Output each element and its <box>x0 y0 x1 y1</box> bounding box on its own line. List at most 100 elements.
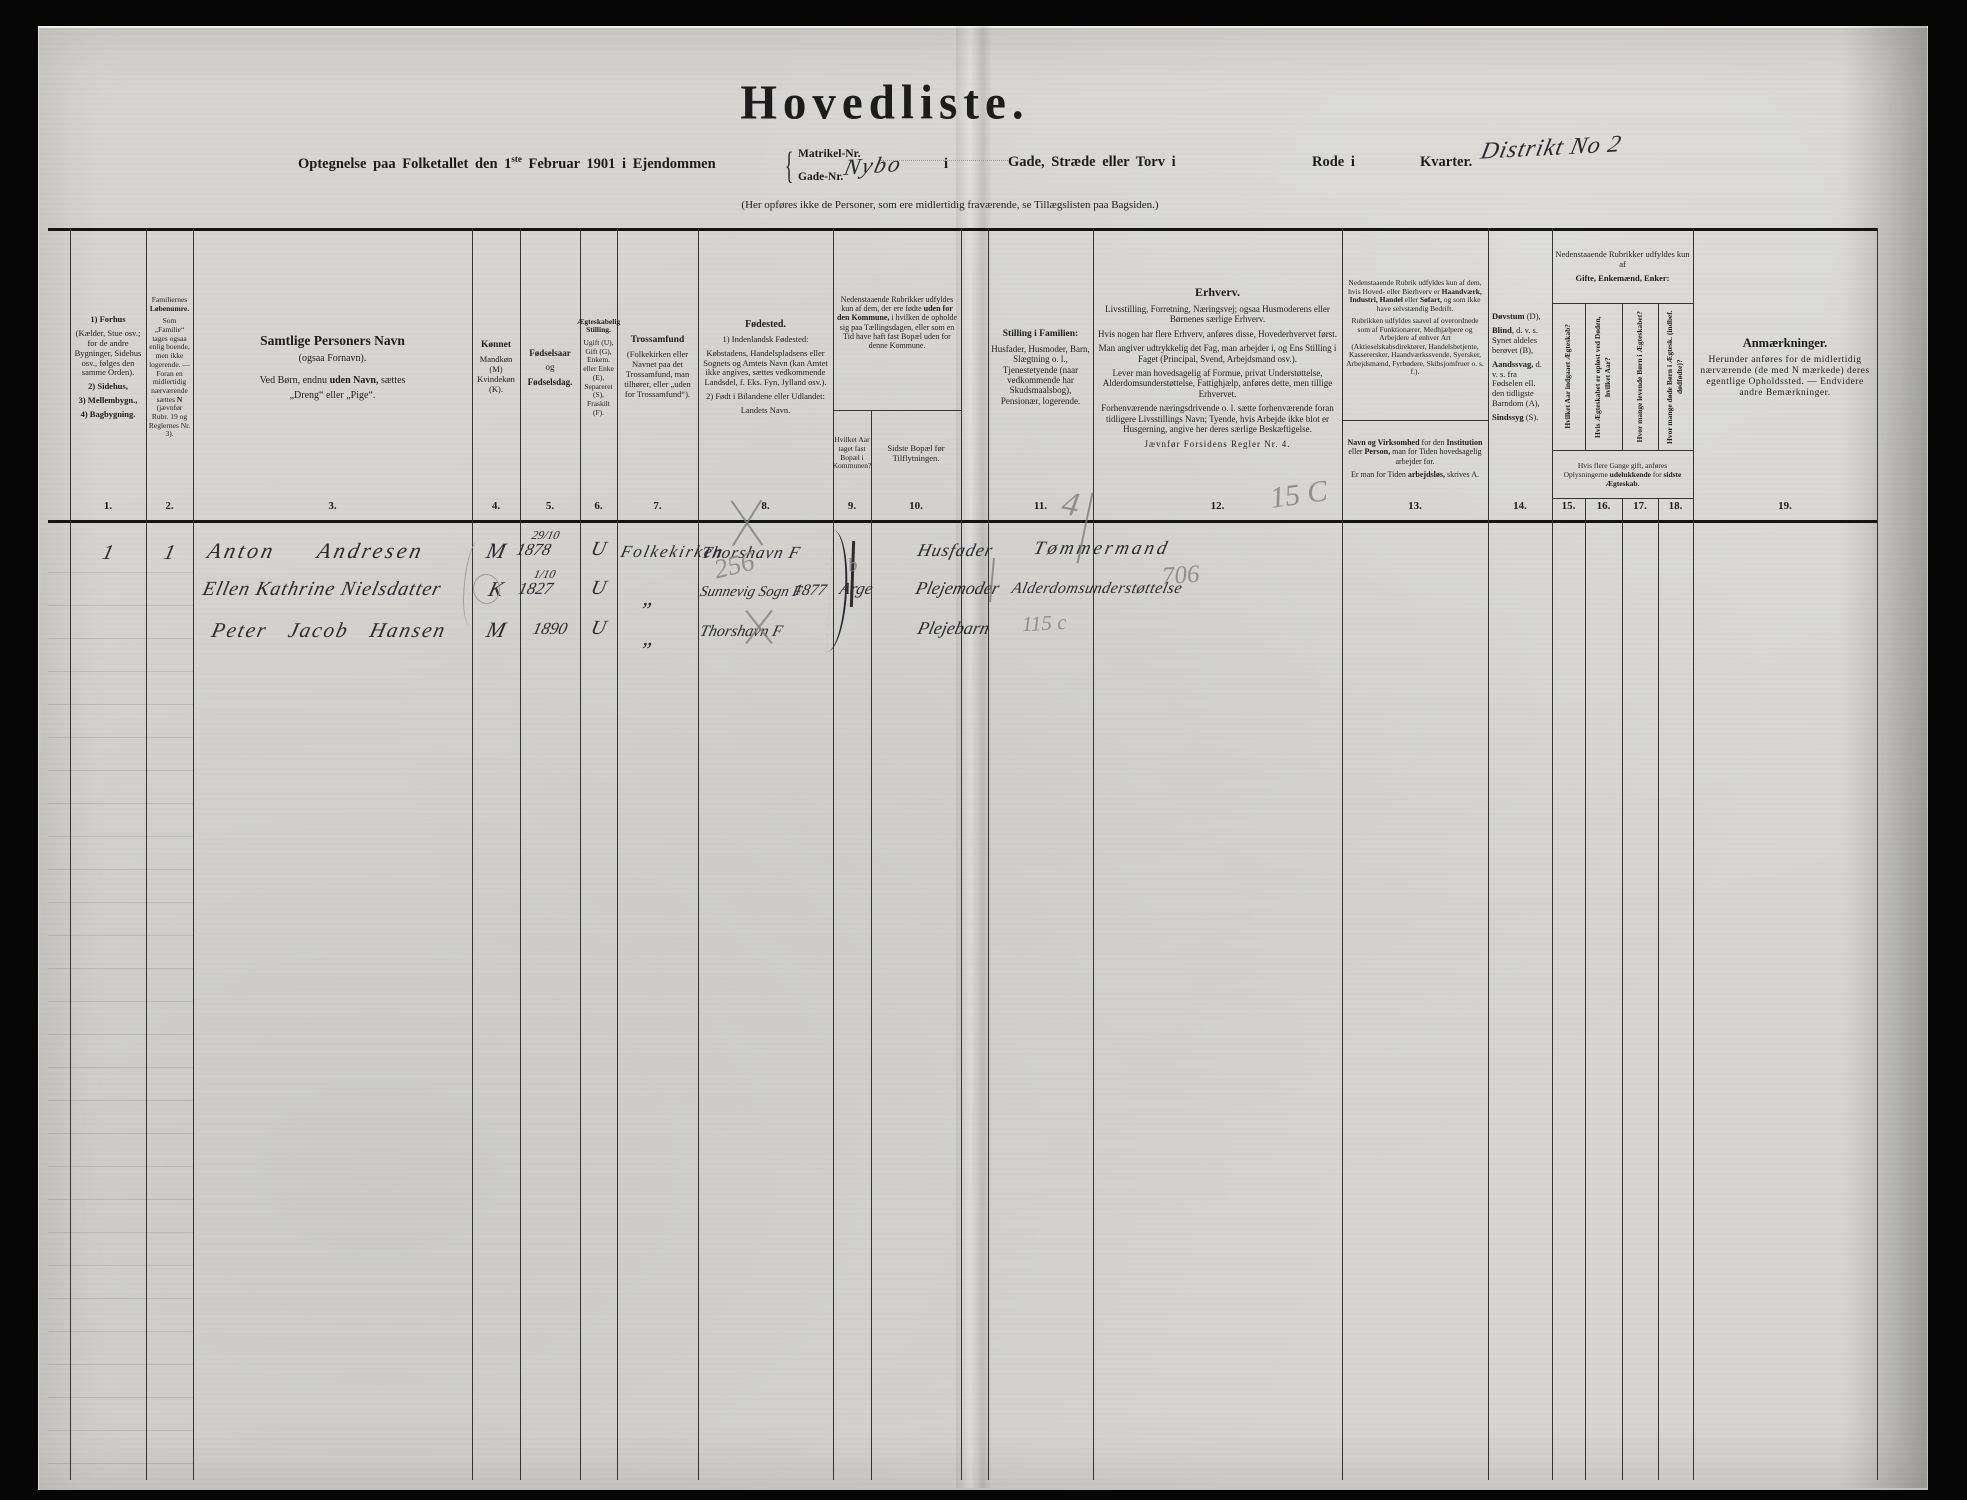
col-border <box>1552 228 1553 1480</box>
col18-header: Hvor mange døde Børn i Ægtesk. (indbef. … <box>1658 305 1693 448</box>
col5-og: og <box>545 362 555 373</box>
row2-birth-year: 1827 <box>516 579 555 598</box>
row1-family-position: Husfader <box>915 540 996 560</box>
col-num-14: 14. <box>1513 500 1527 512</box>
row3-name: Peter Jacob Hansen <box>209 618 450 642</box>
col13-q8: arbejdsløs, <box>1407 469 1445 479</box>
col8-p2: Købstadens, Handelspladsens eller Sognet… <box>703 347 828 388</box>
col12-l5: Forhenværende næringsdrivende o. l. sætt… <box>1101 403 1334 435</box>
row1-occupation: Tømmermand <box>1031 538 1173 559</box>
col13-p1: Nedenstaaende Rubrik udfyldes kun af dem… <box>1348 278 1482 296</box>
col-num-1: 1. <box>103 500 113 512</box>
col12-l4: Lever man hovedsagelig af Formue, privat… <box>1102 368 1333 399</box>
header-divider <box>833 410 961 411</box>
row2-faith-ditto: „ <box>641 585 660 610</box>
col16-header: Hvis Ægteskabet er opløst ved Døden, hvi… <box>1585 305 1622 448</box>
col-border <box>1693 228 1694 1480</box>
col-border <box>871 410 872 1480</box>
col13-p2: Haandværk, Industri, Handel <box>1349 286 1482 305</box>
col9-10-bold: uden for den Kommune, <box>837 303 953 323</box>
right-edge-shadow <box>1840 26 1927 1488</box>
col13-p3: eller <box>1402 295 1420 305</box>
col-num-12: 12. <box>1210 500 1225 512</box>
col3-header: Samtlige Personers Navn (ogsaa Fornavn).… <box>193 240 472 495</box>
row2-marital: U <box>588 577 609 599</box>
col-num-10: 10. <box>909 500 923 512</box>
col-border <box>1342 228 1343 1480</box>
row3-birth-year: 1890 <box>530 619 570 638</box>
col15-18-footer: Hvis flere Gange gift, anføres Oplysning… <box>1552 452 1693 496</box>
col11-header: Stilling i Familien: Husfader, Husmoder,… <box>988 240 1093 495</box>
col17-header: Hvor mange levende Børn i Ægteskabet? <box>1622 305 1658 448</box>
col15-18-f2: udelukkende <box>1609 469 1651 479</box>
row1-birth-year: 1878 <box>514 540 553 559</box>
col18-title: Hvor mange døde Børn i Ægtesk. (indbef. … <box>1665 309 1685 444</box>
col14-p3: d. v. s. fra Fødselen ell. den tidligste… <box>1492 358 1542 409</box>
col6-header: Ægteskabelig Stilling. Ugift (U), Gift (… <box>577 240 620 495</box>
col-num-11: 11. <box>1033 500 1048 512</box>
col16-title: Hvis Ægteskabet er opløst ved Døden, hvi… <box>1593 315 1613 438</box>
faint-ruled-lines <box>48 540 193 1475</box>
col-border <box>698 228 699 1480</box>
col9-10-post: i hvilken de opholde sig paa Tællingsdag… <box>839 313 957 351</box>
col15-18-top2: Gifte, Enkemænd, Enker: <box>1575 272 1670 283</box>
col14-aandssvag: Aandssvag, <box>1492 358 1534 369</box>
col15-18-f4: sidste Ægteskab. <box>1605 469 1682 488</box>
col-border <box>961 228 962 1480</box>
col-num-16: 16. <box>1596 500 1611 512</box>
col-border <box>833 228 834 1480</box>
col8-p4: Landets Navn. <box>740 404 791 415</box>
col-num-19: 19. <box>1778 500 1792 512</box>
col13-q7: Er man for Tiden <box>1350 469 1408 479</box>
header-divider <box>1552 303 1693 304</box>
col-border <box>472 228 473 1480</box>
col13-q1: Navn og Virksomhed <box>1347 438 1420 448</box>
col-num-15: 15. <box>1561 500 1576 512</box>
col-border <box>1488 228 1489 1480</box>
col13-q5: Person, <box>1364 447 1391 457</box>
col11-title: Stilling i Familien: <box>1002 328 1079 339</box>
exclusion-note: (Her opføres ikke de Personer, som ere m… <box>741 199 1159 211</box>
row1-name: Anton Andresen <box>205 538 427 563</box>
col13-q6: man for Tiden hovedsagelig arbejder for. <box>1390 447 1482 466</box>
col14-dovstum: Døvstum <box>1492 311 1525 322</box>
col-num-2: 2. <box>165 500 174 512</box>
pencil-706: 706 <box>1161 560 1201 591</box>
col8-p1: 1) Indenlandsk Fødested: <box>722 333 809 344</box>
census-date-ordinal: ste <box>511 154 522 164</box>
col15-18-shared-header: Nedenstaaende Rubrikker udfyldes kun af … <box>1552 234 1693 300</box>
col-num-13: 13. <box>1408 500 1422 512</box>
col13-q9: skrives A. <box>1445 469 1479 479</box>
row2-settled-year: 1877 <box>792 582 829 599</box>
col9-10-shared-header: Nedenstaaende Rubrikker udfyldes kun af … <box>833 240 961 405</box>
col-border <box>1585 498 1586 1480</box>
col-border <box>1658 498 1659 1480</box>
row2-occupation: Alderdomsunderstøttelse <box>1010 580 1185 597</box>
col13-q3: Institution <box>1446 438 1483 448</box>
col-border <box>1658 303 1659 450</box>
col7-title: Trossamfund <box>630 335 685 346</box>
header-divider <box>1552 450 1693 451</box>
col-num-8: 8. <box>761 500 770 512</box>
col2-title1: Familiernes <box>151 295 188 304</box>
col8-header: Fødested. 1) Indenlandsk Fødested: Købst… <box>698 240 833 495</box>
col2-body: Som „Familie“ tages ogsaa enlig boende, … <box>149 316 190 404</box>
col15-18-f3: for <box>1650 469 1664 479</box>
row2-birthplace: Sunnevig Sogn F <box>698 584 804 600</box>
col9-header: Hvilket Aar taget fast Bopæl i Kommunen? <box>833 412 872 495</box>
col7-header: Trossamfund (Folkekirken eller Navnet pa… <box>617 240 698 495</box>
col4-header: Kønnet Mandkøn (M) Kvindekøn (K). <box>472 240 520 495</box>
col2-n: N <box>176 394 183 404</box>
col14-sindssyg: Sindssyg <box>1492 411 1524 422</box>
col8-p3: 2) Født i Bilandene eller Udlandet: <box>706 391 825 402</box>
col-num-4: 4. <box>491 500 501 512</box>
col12-l3: Man angiver udtrykkelig det Fag, man arb… <box>1098 343 1337 364</box>
census-form-paper <box>38 26 1928 1490</box>
row3-family-position: Plejebarn <box>915 618 992 638</box>
col12-l6: Jævnfør Forsidens Regler Nr. 4. <box>1144 438 1291 449</box>
col14-blind: Blind <box>1492 325 1512 336</box>
col10-title: Sidste Bopæl før Tilflytningen. <box>887 442 945 463</box>
col6-body: Ugift (U), Gift (G), Enkem. eller Enke (… <box>583 338 614 417</box>
col17-title: Hvor mange levende Børn i Ægteskabet? <box>1634 310 1644 443</box>
